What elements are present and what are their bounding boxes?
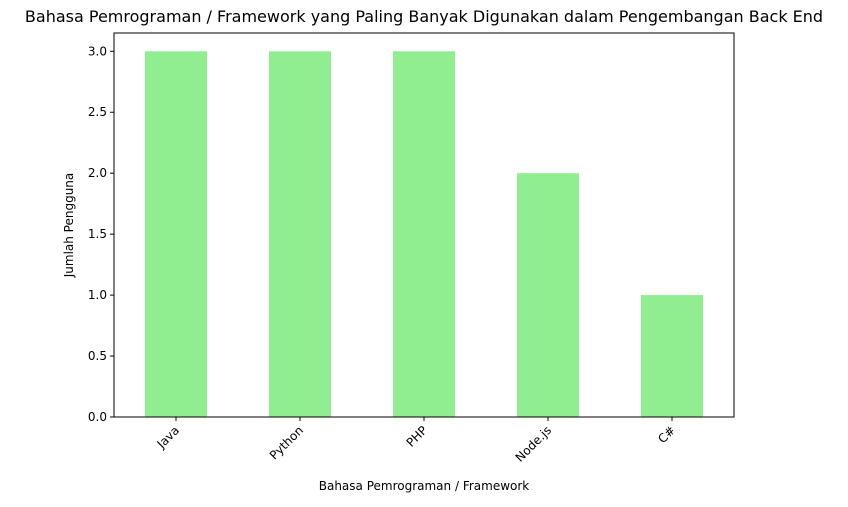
y-tick-label: 1.5: [88, 227, 107, 241]
y-tick-label: 1.0: [88, 288, 107, 302]
y-tick-label: 2.5: [88, 105, 107, 119]
y-axis: 0.0 0.5 1.0 1.5 2.0 2.5 3.0: [88, 44, 114, 424]
y-tick-label: 3.0: [88, 44, 107, 58]
bar-python: [269, 51, 331, 418]
y-tick-label: 0.0: [88, 410, 107, 424]
bar-c-: [641, 295, 703, 417]
bar-node-js: [517, 173, 579, 417]
x-tick-label: PHP: [404, 423, 431, 450]
y-axis-label: Jumlah Pengguna: [62, 173, 76, 279]
y-tick-label: 0.5: [88, 349, 107, 363]
x-tick-label: Node.js: [513, 423, 555, 465]
x-tick-label: C#: [655, 423, 678, 446]
x-axis: Java Python PHP Node.js C#: [154, 417, 678, 465]
bar-java: [145, 51, 207, 418]
y-tick-label: 2.0: [88, 166, 107, 180]
bars-layer: [145, 51, 703, 418]
bar-php: [393, 51, 455, 418]
x-tick-label: Python: [267, 423, 306, 462]
chart-title: Bahasa Pemrograman / Framework yang Pali…: [25, 7, 823, 26]
x-tick-label: Java: [154, 423, 183, 452]
x-axis-label: Bahasa Pemrograman / Framework: [319, 479, 530, 493]
